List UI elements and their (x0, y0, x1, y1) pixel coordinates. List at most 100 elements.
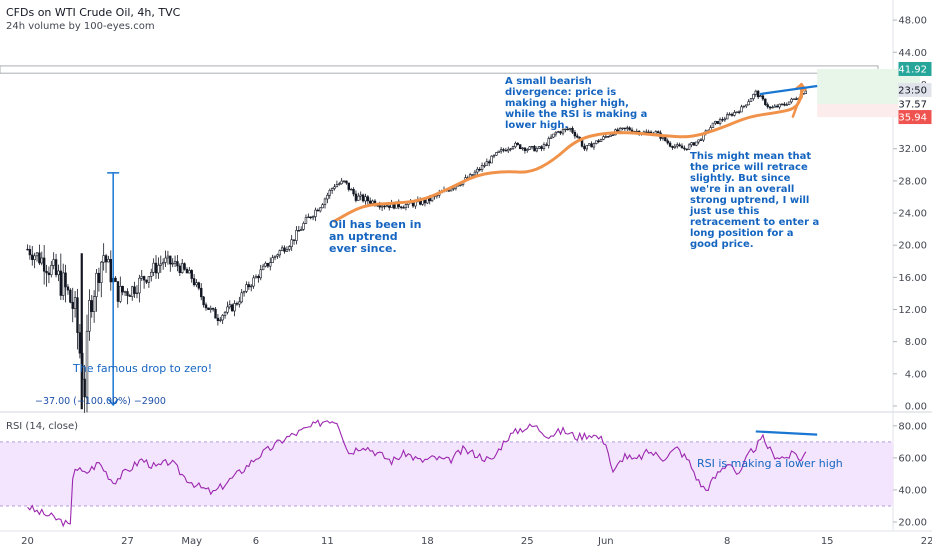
candle-body (190, 270, 193, 279)
candle-body (88, 300, 91, 332)
candle-body (221, 315, 224, 321)
candle-body (528, 146, 531, 150)
candle-body (26, 248, 29, 251)
candle-body (571, 127, 574, 133)
candle-body (133, 286, 136, 294)
candle-body (181, 263, 184, 273)
candle-body (280, 247, 284, 251)
candle-body (152, 262, 155, 273)
candle-body (730, 113, 734, 116)
candle-body (57, 270, 60, 276)
candle-body (297, 230, 301, 232)
price-tag-label: 35.94 (898, 113, 927, 124)
candle-body (214, 308, 217, 319)
candle-body (333, 186, 336, 189)
annotation-drop: The famous drop to zero! (73, 362, 213, 375)
candle-body (230, 304, 234, 312)
candle-body (42, 257, 46, 272)
candle-body (742, 105, 746, 108)
candle-body (116, 281, 120, 302)
candle-body (314, 209, 317, 217)
rsi-band (0, 441, 893, 506)
candle-body (671, 146, 674, 148)
candle-body (676, 144, 679, 147)
candle-body (773, 105, 777, 108)
candle-body (161, 262, 165, 265)
candle-body (352, 188, 355, 195)
candle-body (309, 216, 312, 219)
candle-body (764, 98, 767, 105)
candle-body (216, 317, 220, 322)
candle-body (733, 112, 736, 116)
candle-body (114, 277, 117, 282)
candle-body (357, 195, 360, 201)
candle-body (564, 128, 567, 131)
candle-body (264, 262, 267, 267)
candle-body (545, 144, 548, 146)
candle-body (476, 168, 479, 173)
candle-body (514, 142, 517, 148)
candle-body (530, 145, 534, 148)
candle-body (207, 307, 210, 310)
candle-body (64, 272, 67, 288)
candle-body (787, 101, 791, 105)
candle-body (783, 103, 786, 106)
candle-body (59, 270, 63, 296)
candle-body (680, 145, 684, 149)
candle-body (321, 204, 324, 209)
candle-body (621, 127, 624, 130)
price-tag-2: 37.57 (898, 96, 932, 111)
candle-body (768, 106, 772, 109)
candle-body (100, 261, 103, 283)
candle-body (566, 128, 569, 131)
candle-body (61, 272, 65, 296)
candle-body (626, 127, 629, 129)
candle-body (104, 255, 108, 263)
candle-body (35, 252, 39, 257)
uptrend-curve (333, 94, 803, 223)
candle-body (561, 129, 565, 134)
candle-body (785, 104, 788, 106)
candle-body (745, 104, 748, 107)
candle-body (52, 259, 55, 266)
price-tag-bg (898, 110, 932, 125)
price-tag-label: 41.92 (898, 64, 927, 75)
candle-body (109, 259, 113, 283)
candle-body (604, 136, 608, 138)
x-tick-label: 6 (253, 536, 259, 547)
candle-body (128, 295, 132, 297)
candle-body (402, 207, 405, 209)
candle-body (102, 255, 105, 263)
x-tick-label: 11 (321, 536, 334, 547)
candle-body (273, 255, 277, 258)
candle-body (266, 262, 270, 267)
candle-body (747, 101, 750, 106)
candle-body (349, 188, 353, 191)
candle-body (761, 95, 765, 100)
candle-body (328, 189, 331, 196)
candle-body (204, 304, 208, 309)
y-tick-label: 32.00 (898, 144, 927, 155)
candle-body (473, 171, 477, 176)
candle-body (471, 174, 474, 176)
candle-body (31, 254, 34, 260)
candle-body (171, 262, 174, 265)
price-tag-0: 41.92 (898, 61, 932, 76)
x-tick-label: 15 (821, 536, 834, 547)
annotation-divergence: A small bearish divergence: price is mak… (505, 76, 651, 131)
x-tick-label: May (181, 536, 202, 547)
candle-body (580, 139, 584, 147)
candle-body (45, 270, 48, 274)
candle-body (511, 146, 515, 149)
candle-body (235, 303, 239, 305)
candle-body (271, 257, 274, 263)
candle-body (699, 139, 703, 141)
candle-body (304, 217, 308, 224)
price-tag-bg (898, 83, 932, 98)
price-tag-label: 37.57 (898, 99, 927, 110)
candle-body (385, 205, 389, 208)
candle-body (340, 180, 343, 185)
candle-body (452, 187, 455, 190)
y-tick-label: 12.00 (898, 305, 927, 316)
